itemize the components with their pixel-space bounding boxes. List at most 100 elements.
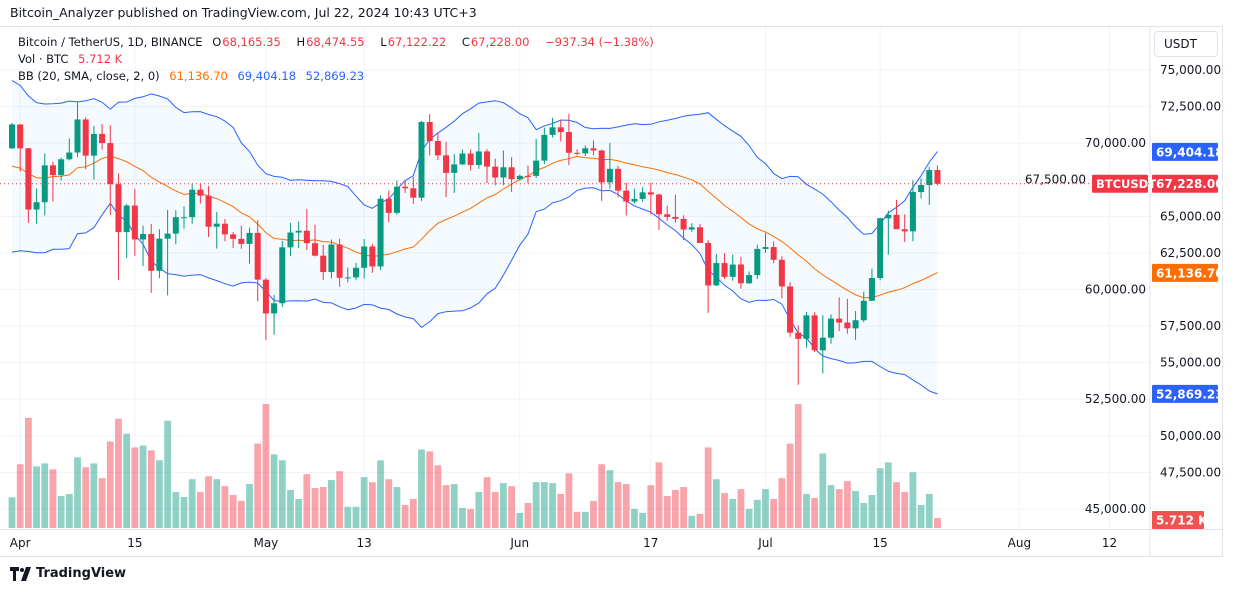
candle-body [33, 202, 40, 210]
candle [852, 311, 859, 340]
candle-body [484, 151, 491, 167]
candle [811, 312, 818, 353]
volume-bar [852, 491, 859, 528]
candle-body [696, 227, 703, 243]
candle [721, 253, 728, 280]
chart-frame [0, 26, 1223, 557]
volume-bar [590, 500, 597, 528]
bb-basis-line [11, 155, 938, 299]
low-value: 67,122.22 [387, 35, 447, 49]
volume-bar [139, 445, 147, 528]
bb-basis-value: 61,136.70 [169, 69, 228, 83]
x-tick-label: 15 [127, 536, 142, 550]
candle-body [754, 248, 761, 276]
candle [787, 282, 794, 337]
volume-label[interactable]: Vol · BTC [18, 52, 69, 66]
volume-bar [156, 460, 163, 528]
candle [631, 188, 638, 204]
candle-body [860, 300, 867, 321]
y-tick-label: 60,000.00 [1085, 282, 1146, 296]
candle [312, 224, 319, 257]
candle-body [541, 134, 548, 161]
candle [189, 183, 196, 224]
candle [393, 180, 400, 215]
candle-body [434, 140, 441, 156]
candle [279, 240, 286, 307]
candle [549, 117, 556, 138]
candle [500, 150, 507, 186]
y-tick-label: 75,000.00 [1160, 63, 1221, 77]
candle [74, 102, 81, 158]
candle [844, 298, 851, 334]
volume-bar [262, 404, 270, 528]
candle [164, 209, 171, 296]
candle [49, 161, 56, 202]
volume-bar [246, 484, 253, 528]
tradingview-logo[interactable]: TradingView [10, 566, 126, 581]
volume-bar [917, 504, 925, 528]
candle [705, 240, 712, 313]
candle-body [254, 232, 261, 280]
volume-bar [508, 486, 515, 528]
bb-label[interactable]: BB (20, SMA, close, 2, 0) [18, 69, 160, 83]
bb-upper-line [11, 80, 938, 235]
candle [9, 123, 15, 150]
candle-body [410, 188, 417, 198]
symbol-title[interactable]: Bitcoin / TetherUS, 1D, BINANCE [18, 35, 203, 49]
candle-body [336, 244, 343, 278]
candle-body [918, 185, 925, 193]
open-value: 68,165.35 [222, 35, 281, 49]
volume-value: 5.712 K [78, 52, 123, 66]
candle-body [672, 216, 679, 219]
candle-body [901, 229, 908, 232]
volume-bar [418, 449, 425, 528]
candle-body [549, 127, 556, 135]
volume-bar [180, 496, 188, 528]
currency-button[interactable]: USDT [1154, 31, 1218, 57]
candle-body [516, 175, 523, 180]
candle [606, 143, 613, 189]
volume-bar [278, 460, 286, 528]
candle [565, 113, 572, 166]
candle-body [262, 279, 269, 314]
candle-body [647, 192, 654, 195]
candle-body [623, 190, 630, 202]
candle [148, 223, 155, 293]
candle-body [320, 255, 327, 273]
candle [516, 174, 523, 181]
volume-bar [532, 482, 540, 528]
volume-bar [475, 492, 483, 528]
volume-bar [712, 479, 720, 528]
volume-bar [770, 498, 778, 528]
candle [361, 239, 368, 279]
volume-bar [401, 504, 409, 528]
candle-body [312, 243, 319, 256]
candle [17, 124, 24, 172]
candle-body [615, 168, 622, 191]
candle [377, 195, 384, 271]
volume-bar [622, 484, 630, 528]
candle-body [803, 315, 810, 339]
candle [795, 325, 802, 385]
candle-body [369, 246, 376, 267]
volume-bar [409, 498, 417, 528]
candle [590, 140, 597, 156]
candle [524, 165, 531, 184]
bb-fill [12, 80, 938, 394]
candle [385, 190, 392, 223]
x-tick-label: Jun [509, 536, 529, 550]
candle-body [639, 192, 646, 199]
candle [418, 120, 425, 201]
volume-bar [467, 508, 475, 528]
candle-body [180, 217, 187, 219]
candle [426, 114, 433, 156]
candle [762, 232, 769, 253]
candle-body [213, 223, 220, 227]
candle-body [131, 205, 138, 240]
candle-body [852, 320, 859, 329]
candle-body [811, 315, 818, 351]
x-tick-label: 13 [357, 536, 372, 550]
volume-bar [270, 454, 278, 528]
volume-bar [459, 507, 466, 528]
